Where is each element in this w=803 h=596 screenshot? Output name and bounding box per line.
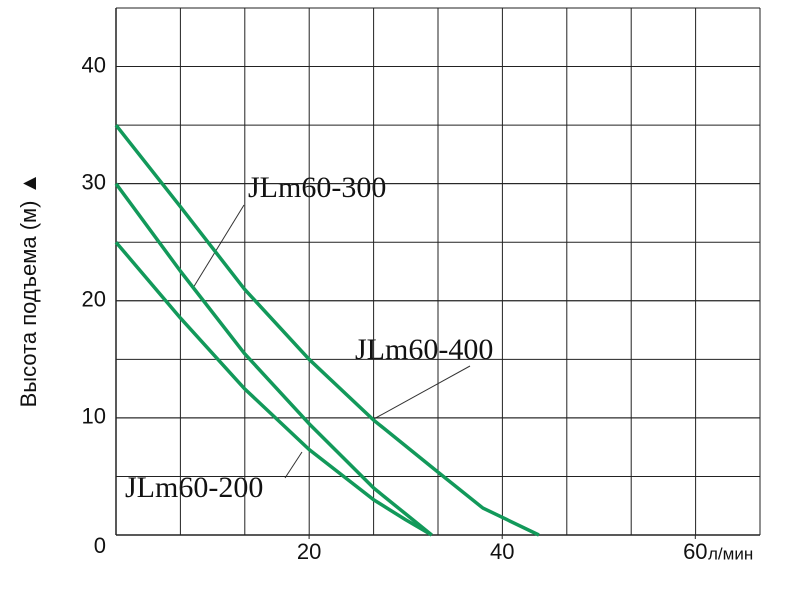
- x-tick-label: 20: [297, 539, 321, 564]
- leader-line: [371, 365, 471, 421]
- leader-line: [284, 451, 303, 479]
- x-tick-label: 60: [683, 539, 707, 564]
- series-label: JLm60-200: [125, 471, 263, 504]
- y-tick-label: 0: [94, 533, 106, 558]
- leader-line: [192, 204, 245, 289]
- y-tick-label: 30: [82, 169, 106, 194]
- series-line: [114, 241, 433, 537]
- x-axis-label: л/мин: [708, 544, 753, 563]
- series-line: [114, 182, 433, 537]
- y-tick-label: 20: [82, 287, 106, 312]
- series-label: JLm60-400: [355, 333, 493, 366]
- y-tick-label: 10: [82, 404, 106, 429]
- series-line: [114, 124, 540, 537]
- y-axis-label: Высота подъема (м) ▲: [16, 173, 41, 408]
- series-label: JLm60-300: [248, 171, 386, 204]
- x-tick-label: 40: [490, 539, 514, 564]
- y-tick-label: 40: [82, 52, 106, 77]
